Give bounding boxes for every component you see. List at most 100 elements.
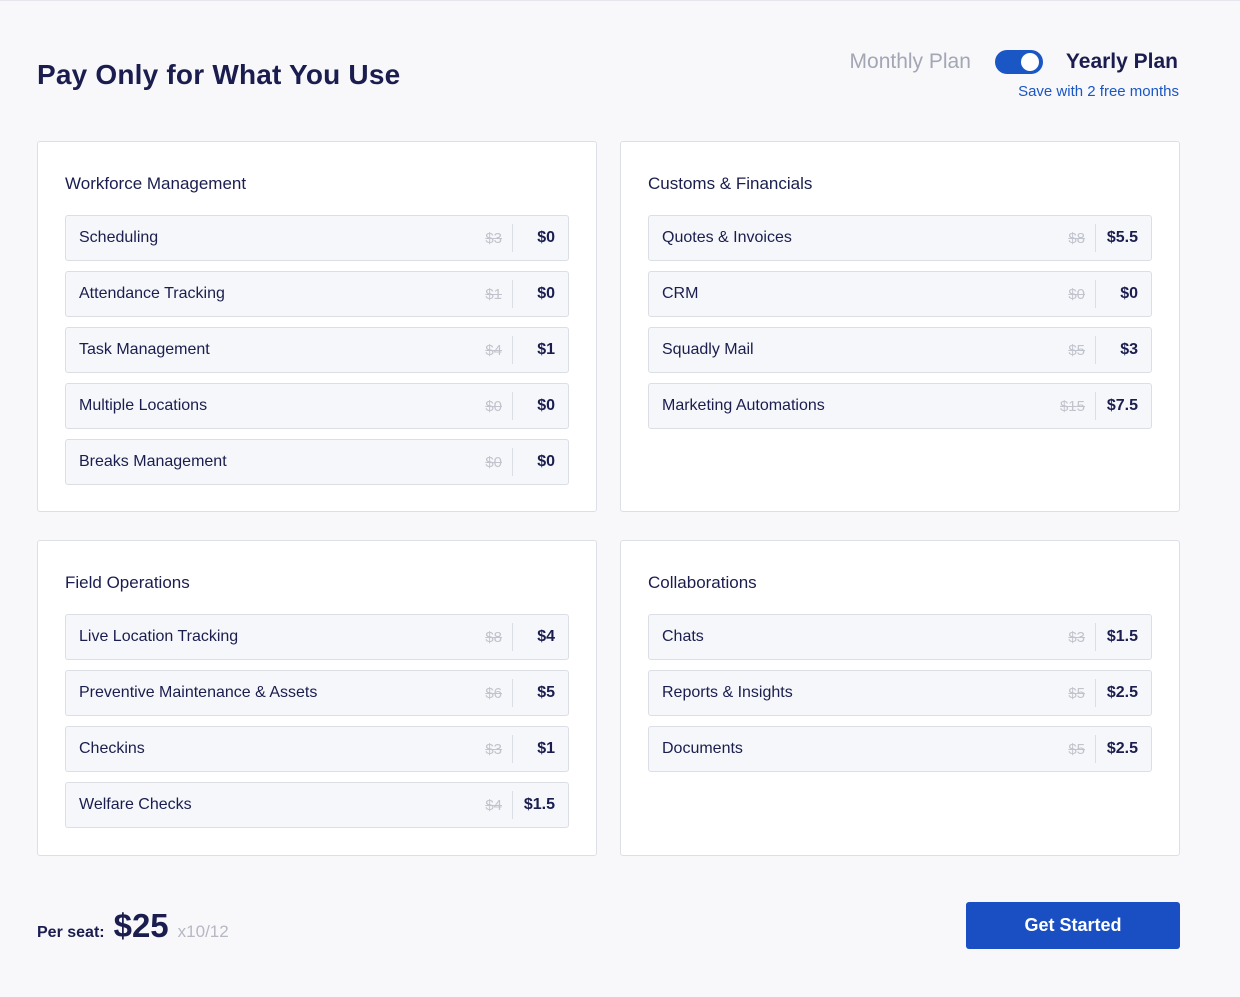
original-price: $4 [485,341,502,359]
discounted-price: $5 [537,684,555,701]
feature-row-crm[interactable]: CRM $0 $0 [648,271,1152,317]
feature-name: Breaks Management [79,453,227,470]
feature-name: Documents [662,740,743,757]
per-seat-summary: Per seat: $25 x10/12 [37,907,229,945]
divider [512,336,513,364]
original-price: $5 [1068,740,1085,758]
divider [1095,392,1096,420]
feature-row-breaks-management[interactable]: Breaks Management $0 $0 [65,439,569,485]
feature-name: Scheduling [79,229,159,246]
yearly-plan-label[interactable]: Yearly Plan [1065,50,1178,73]
per-seat-price: $25 [113,907,169,944]
discounted-price: $4 [537,628,555,645]
feature-name: Multiple Locations [79,397,208,414]
plan-switch: Monthly Plan Yearly Plan [850,47,1178,77]
divider [512,392,513,420]
divider [1095,280,1096,308]
divider [512,623,513,651]
discounted-price: $2.5 [1106,684,1138,701]
card-title: Collaborations [648,573,757,592]
monthly-plan-label[interactable]: Monthly Plan [849,50,971,73]
feature-row-checkins[interactable]: Checkins $3 $1 [65,726,569,772]
divider [512,679,513,707]
discounted-price: $1.5 [523,796,555,813]
feature-name: Chats [662,628,704,645]
feature-row-multiple-locations[interactable]: Multiple Locations $0 $0 [65,383,569,429]
feature-name: CRM [662,285,699,302]
price-multiplier: x10/12 [177,922,229,941]
divider [1095,679,1096,707]
original-price: $0 [485,397,502,415]
discounted-price: $3 [1120,341,1138,358]
divider [512,224,513,252]
original-price: $3 [485,229,502,247]
feature-row-quotes-invoices[interactable]: Quotes & Invoices $8 $5.5 [648,215,1152,261]
card-workforce-management: Workforce Management Scheduling $3 $0 At… [37,141,597,512]
original-price: $8 [485,628,502,646]
original-price: $6 [485,684,502,702]
discounted-price: $1 [537,341,555,358]
discounted-price: $0 [537,453,555,470]
feature-list: Chats $3 $1.5 Reports & Insights $5 $2.5… [648,614,1152,782]
divider [512,735,513,763]
original-price: $3 [1068,628,1085,646]
feature-row-live-location-tracking[interactable]: Live Location Tracking $8 $4 [65,614,569,660]
page-title: Pay Only for What You Use [37,59,401,90]
divider [512,791,513,819]
get-started-button[interactable]: Get Started [966,902,1180,949]
divider [512,280,513,308]
divider [1095,224,1096,252]
discounted-price: $0 [1120,285,1138,302]
feature-row-documents[interactable]: Documents $5 $2.5 [648,726,1152,772]
feature-name: Checkins [79,740,145,757]
original-price: $3 [485,740,502,758]
original-price: $8 [1068,229,1085,247]
divider [1095,735,1096,763]
feature-row-welfare-checks[interactable]: Welfare Checks $4 $1.5 [65,782,569,828]
original-price: $4 [485,796,502,814]
feature-name: Task Management [79,341,210,358]
feature-name: Marketing Automations [662,397,825,414]
divider [1095,336,1096,364]
discounted-price: $0 [537,397,555,414]
feature-row-chats[interactable]: Chats $3 $1.5 [648,614,1152,660]
feature-row-squadly-mail[interactable]: Squadly Mail $5 $3 [648,327,1152,373]
original-price: $15 [1059,397,1085,415]
feature-row-marketing-automations[interactable]: Marketing Automations $15 $7.5 [648,383,1152,429]
card-field-operations: Field Operations Live Location Tracking … [37,540,597,856]
save-note: Save with 2 free months [1018,83,1179,100]
feature-row-preventive-maintenance[interactable]: Preventive Maintenance & Assets $6 $5 [65,670,569,716]
discounted-price: $0 [537,285,555,302]
feature-name: Quotes & Invoices [662,229,792,246]
feature-row-attendance-tracking[interactable]: Attendance Tracking $1 $0 [65,271,569,317]
discounted-price: $5.5 [1106,229,1138,246]
divider [1095,623,1096,651]
original-price: $5 [1068,684,1085,702]
per-seat-label: Per seat: [37,924,105,941]
divider [512,448,513,476]
feature-name: Squadly Mail [662,341,754,358]
discounted-price: $1 [537,740,555,757]
discounted-price: $2.5 [1106,740,1138,757]
plan-toggle[interactable] [994,50,1043,74]
discounted-price: $7.5 [1106,397,1138,414]
card-customs-financials: Customs & Financials Quotes & Invoices $… [620,141,1180,512]
card-title: Field Operations [65,573,190,592]
feature-name: Reports & Insights [662,684,793,701]
discounted-price: $0 [537,229,555,246]
feature-name: Welfare Checks [79,796,192,813]
feature-name: Live Location Tracking [79,628,239,645]
feature-row-reports-insights[interactable]: Reports & Insights $5 $2.5 [648,670,1152,716]
feature-list: Live Location Tracking $8 $4 Preventive … [65,614,569,838]
feature-row-task-management[interactable]: Task Management $4 $1 [65,327,569,373]
card-title: Workforce Management [65,174,247,193]
toggle-knob [1020,53,1039,71]
card-collaborations: Collaborations Chats $3 $1.5 Reports & I… [620,540,1180,856]
feature-list: Scheduling $3 $0 Attendance Tracking $1 … [65,215,569,495]
original-price: $1 [485,285,502,303]
feature-name: Attendance Tracking [79,285,225,302]
feature-list: Quotes & Invoices $8 $5.5 CRM $0 $0 Squa… [648,215,1152,439]
original-price: $0 [1068,285,1085,303]
feature-row-scheduling[interactable]: Scheduling $3 $0 [65,215,569,261]
original-price: $5 [1068,341,1085,359]
